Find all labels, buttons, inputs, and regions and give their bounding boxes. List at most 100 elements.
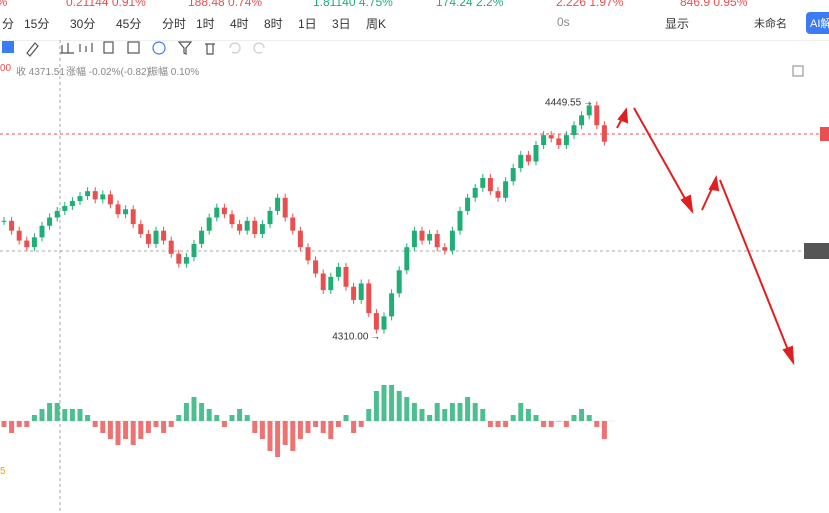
candle xyxy=(100,194,106,200)
candle xyxy=(85,191,91,197)
macd-bar xyxy=(115,421,121,445)
candle xyxy=(237,224,243,231)
candle xyxy=(252,220,258,235)
macd-bar xyxy=(556,421,562,422)
candle xyxy=(305,247,311,261)
candle xyxy=(221,207,227,215)
candle xyxy=(358,283,364,300)
macd-bar xyxy=(259,421,265,439)
candle xyxy=(69,201,75,206)
macd-bar xyxy=(563,421,569,427)
candle xyxy=(541,135,547,146)
candle xyxy=(244,220,250,231)
info-amplitude: 振幅 0.10% xyxy=(148,67,200,78)
period-tab[interactable]: 45分 xyxy=(116,17,142,31)
period-tab[interactable]: 1时 xyxy=(196,17,215,31)
macd-bar xyxy=(214,415,220,421)
macd-bar xyxy=(601,421,607,439)
macd-bar xyxy=(358,421,364,427)
macd-bar xyxy=(31,415,37,421)
macd-bar xyxy=(54,403,60,421)
macd-bar xyxy=(229,415,235,421)
info-prefix: 00 xyxy=(0,63,12,74)
candle xyxy=(563,135,569,146)
candle xyxy=(366,283,372,314)
period-tab[interactable]: 4时 xyxy=(230,17,249,31)
display[interactable]: 显示 xyxy=(665,17,690,31)
period-tab[interactable]: 分 xyxy=(2,17,15,31)
candle xyxy=(168,240,174,254)
candle xyxy=(556,138,562,146)
candle xyxy=(259,224,265,235)
candle xyxy=(457,210,463,231)
macd-bar xyxy=(145,421,151,433)
candle xyxy=(594,105,600,126)
macd-bar xyxy=(16,421,22,427)
macd-bar xyxy=(487,421,493,427)
candle xyxy=(183,257,189,264)
macd-bar xyxy=(480,409,486,421)
macd-bar xyxy=(419,409,425,421)
macd-bar xyxy=(85,415,91,421)
macd-bar xyxy=(389,385,395,421)
price-annotation: 4449.55 xyxy=(545,98,582,109)
macd-bar xyxy=(396,391,402,421)
candle xyxy=(510,168,516,182)
macd-bar xyxy=(153,421,159,427)
refresh[interactable]: 0s xyxy=(557,15,570,29)
macd-bar xyxy=(533,415,539,421)
candle xyxy=(176,253,182,264)
candle xyxy=(199,230,205,244)
period-tab[interactable]: 分时 xyxy=(162,17,187,31)
macd-bar xyxy=(69,409,75,421)
macd-bar xyxy=(237,409,243,421)
macd-bar xyxy=(168,421,174,427)
candle xyxy=(480,177,486,188)
period-tab[interactable]: 周K xyxy=(366,17,387,31)
ticker: 188.48 0.74% xyxy=(188,0,263,9)
period-tab[interactable]: 3日 xyxy=(332,17,351,31)
candle xyxy=(503,181,509,198)
ticker: 9% xyxy=(0,0,7,9)
macd-bar xyxy=(221,421,227,427)
candle xyxy=(115,204,121,215)
ai-button[interactable]: AI解 xyxy=(806,12,829,34)
candle xyxy=(495,191,501,198)
candle xyxy=(579,115,585,126)
macd-bar xyxy=(525,409,531,421)
candle xyxy=(1,220,7,222)
macd-bar xyxy=(449,403,455,421)
candle xyxy=(335,266,341,277)
candle xyxy=(518,154,524,169)
candle xyxy=(138,224,144,235)
candle xyxy=(411,230,417,248)
candle xyxy=(389,293,395,317)
candle xyxy=(214,207,220,218)
period-tab[interactable]: 8时 xyxy=(264,17,283,31)
annotation-arrow: → xyxy=(583,98,593,109)
candle xyxy=(449,230,455,251)
candle xyxy=(343,266,349,287)
candle xyxy=(191,243,197,258)
macd-bar xyxy=(62,409,68,421)
candle xyxy=(533,145,539,162)
candle xyxy=(39,225,45,238)
ticker: 174.24 2.2% xyxy=(436,0,504,9)
toolbar-icons xyxy=(2,41,804,77)
macd-bar xyxy=(77,409,83,421)
candle xyxy=(206,217,212,231)
macd-bar xyxy=(571,415,577,421)
candle xyxy=(31,237,37,248)
divider xyxy=(0,40,829,41)
macd-bar xyxy=(366,409,372,421)
period-tab[interactable]: 15分 xyxy=(24,17,50,31)
macd-bar xyxy=(343,415,349,421)
candle xyxy=(77,196,83,202)
period-tab[interactable]: 30分 xyxy=(70,17,96,31)
period-tab[interactable]: 1日 xyxy=(298,17,317,31)
macd-bar xyxy=(313,421,319,427)
macd-bar xyxy=(138,421,144,439)
layout-name[interactable]: 未命名 xyxy=(754,18,787,30)
candle xyxy=(24,240,30,248)
candle xyxy=(351,286,357,300)
